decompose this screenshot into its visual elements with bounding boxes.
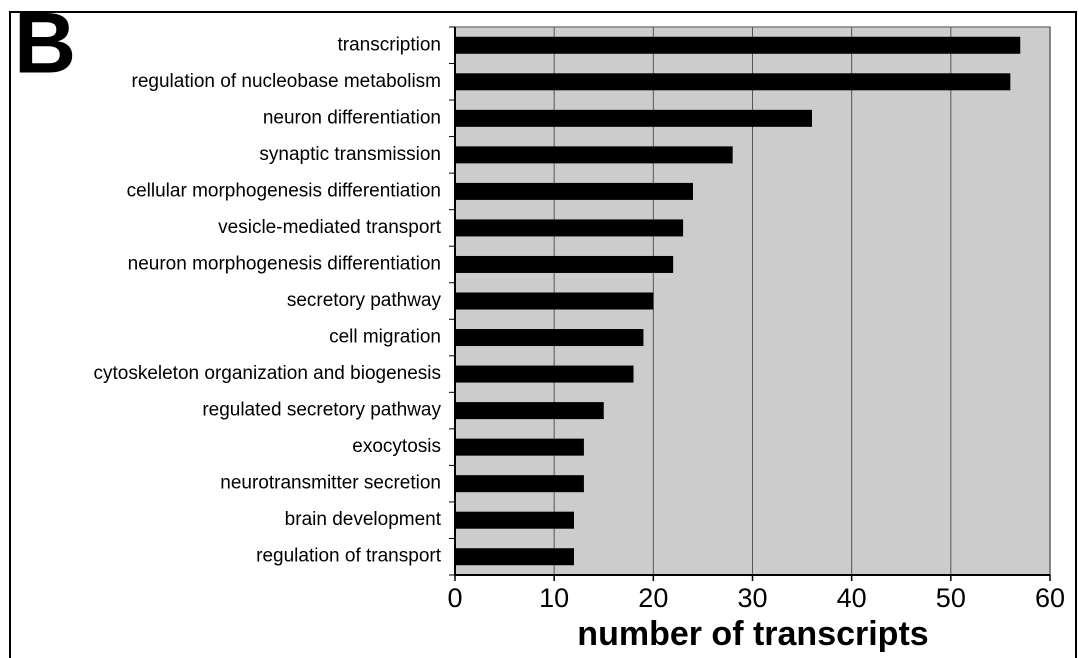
y-tick-label: vesicle-mediated transport bbox=[218, 217, 442, 238]
x-axis-title: number of transcripts bbox=[577, 615, 928, 653]
y-tick-label: synaptic transmission bbox=[259, 144, 441, 165]
x-tick-label: 0 bbox=[447, 583, 462, 613]
x-tick-label: 20 bbox=[638, 583, 668, 613]
x-tick-label: 60 bbox=[1035, 583, 1065, 613]
bar bbox=[455, 548, 574, 566]
y-tick-label: neuron morphogenesis differentiation bbox=[128, 253, 441, 274]
bar bbox=[455, 73, 1011, 91]
y-tick-label: secretory pathway bbox=[287, 290, 442, 311]
y-tick-label: regulation of nucleobase metabolism bbox=[132, 71, 441, 92]
y-tick-label: neurotransmitter secretion bbox=[220, 473, 441, 494]
bar bbox=[455, 365, 634, 383]
bar bbox=[455, 109, 812, 127]
y-tick-label: cellular morphogenesis differentiation bbox=[127, 180, 441, 201]
y-tick-label: regulation of transport bbox=[256, 546, 442, 567]
panel-label: B bbox=[14, 0, 76, 92]
bar bbox=[455, 511, 574, 529]
y-tick-label: regulated secretory pathway bbox=[202, 400, 441, 421]
panel-frame bbox=[9, 11, 1077, 658]
bar bbox=[455, 438, 584, 456]
x-tick-label: 40 bbox=[837, 583, 867, 613]
bar bbox=[455, 402, 604, 420]
y-tick-label: cytoskeleton organization and biogenesis bbox=[93, 363, 441, 384]
bar bbox=[455, 219, 684, 237]
bar bbox=[455, 475, 584, 493]
bar bbox=[455, 255, 674, 273]
y-tick-label: transcription bbox=[338, 34, 442, 55]
y-tick-label: brain development bbox=[285, 509, 442, 530]
x-tick-label: 30 bbox=[737, 583, 767, 613]
bar bbox=[455, 329, 644, 347]
x-tick-label: 10 bbox=[539, 583, 569, 613]
y-tick-label: neuron differentiation bbox=[263, 107, 441, 128]
y-tick-label: exocytosis bbox=[352, 436, 441, 457]
bar bbox=[455, 292, 654, 310]
x-tick-label: 50 bbox=[936, 583, 966, 613]
bar bbox=[455, 182, 693, 200]
y-tick-label: cell migration bbox=[329, 327, 441, 348]
bar bbox=[455, 36, 1021, 54]
bar bbox=[455, 146, 733, 164]
